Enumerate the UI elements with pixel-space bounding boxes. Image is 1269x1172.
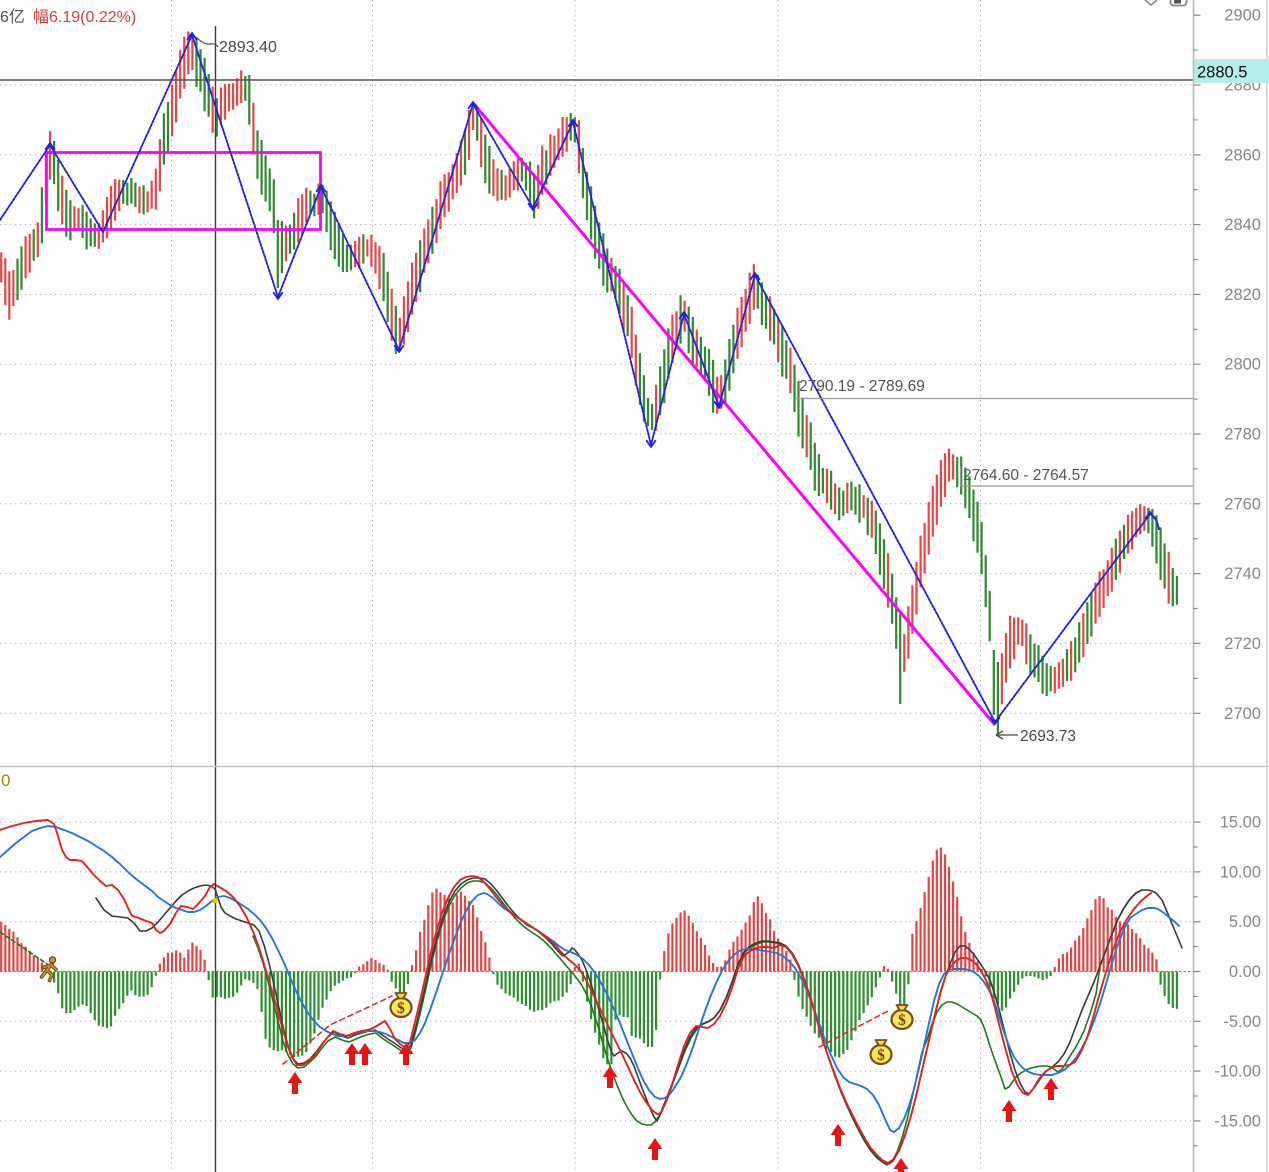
svg-text:$: $ <box>877 1047 885 1064</box>
svg-text:2693.73: 2693.73 <box>1020 728 1076 745</box>
svg-text:2800: 2800 <box>1224 356 1261 374</box>
svg-text:2764.60 - 2764.57: 2764.60 - 2764.57 <box>963 467 1089 484</box>
svg-text:2740: 2740 <box>1224 565 1261 583</box>
svg-text:-15.00: -15.00 <box>1214 1112 1261 1130</box>
svg-text:15.00: 15.00 <box>1220 814 1261 832</box>
svg-text:2790.19 - 2789.69: 2790.19 - 2789.69 <box>799 378 925 395</box>
svg-text:2840: 2840 <box>1224 216 1261 234</box>
svg-text:6亿: 6亿 <box>0 8 25 26</box>
svg-text:5.00: 5.00 <box>1229 913 1261 931</box>
svg-text:2780: 2780 <box>1224 426 1261 444</box>
svg-text:2900: 2900 <box>1224 7 1261 25</box>
svg-text:-10.00: -10.00 <box>1214 1063 1261 1081</box>
svg-text:2700: 2700 <box>1224 705 1261 723</box>
svg-text:2760: 2760 <box>1224 495 1261 513</box>
svg-text:2820: 2820 <box>1224 286 1261 304</box>
svg-text:10.00: 10.00 <box>1220 863 1261 881</box>
svg-text:幅6.19(0.22%): 幅6.19(0.22%) <box>33 8 136 26</box>
svg-text:0: 0 <box>1 771 10 790</box>
svg-text:2860: 2860 <box>1224 146 1261 164</box>
svg-text:$: $ <box>397 1000 405 1017</box>
svg-text:$: $ <box>898 1012 906 1029</box>
svg-text:0.00: 0.00 <box>1229 963 1261 981</box>
svg-text:2720: 2720 <box>1224 635 1261 653</box>
svg-text:2880.5: 2880.5 <box>1197 64 1247 82</box>
svg-text:-5.00: -5.00 <box>1223 1013 1261 1031</box>
svg-text:2893.40: 2893.40 <box>219 39 277 56</box>
